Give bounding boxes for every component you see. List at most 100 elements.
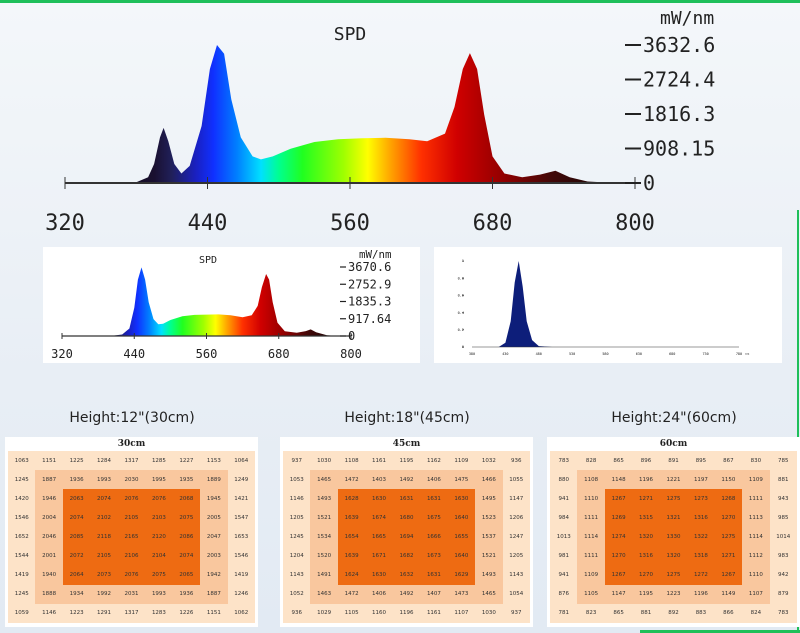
ppfd-cell: 1682	[392, 546, 421, 566]
ppfd-cell: 1149	[714, 584, 743, 604]
ppfd-cell: 1196	[392, 603, 421, 623]
spectrum-area	[472, 261, 739, 347]
ppfd-cell: 1321	[659, 508, 688, 528]
ppfd-cell: 984	[550, 508, 578, 528]
ppfd-cell: 1227	[172, 451, 201, 471]
ppfd-cell: 1225	[62, 451, 91, 471]
ppfd-cell: 881	[632, 603, 660, 623]
ppfd-cell: 1463	[310, 584, 338, 604]
ppfd-cell: 1110	[742, 565, 770, 585]
ppfd-cell: 2068	[172, 489, 201, 509]
y-tick-label: 2724.4	[643, 68, 715, 92]
ppfd-cell: 1247	[502, 527, 530, 547]
ppfd-cell: 1993	[145, 584, 173, 604]
ppfd-cell: 2001	[35, 546, 63, 566]
ppfd-grid-45cm: 45cm 937 1030 1108 1161 1195 1162 1109 1032 936 10…	[280, 437, 533, 627]
ppfd-cell: 1534	[310, 527, 338, 547]
ppfd-cell: 2118	[90, 527, 118, 547]
y-tick-label: 3632.6	[643, 33, 715, 57]
ppfd-cell: 1640	[447, 546, 476, 566]
x-unit-label: nm	[745, 352, 749, 356]
ppfd-cell: 865	[604, 603, 633, 623]
ppfd-cell: 1275	[659, 565, 688, 585]
ppfd-cell: 1520	[310, 546, 338, 566]
ppfd-cell: 942	[769, 565, 797, 585]
ppfd-cell: 1267	[714, 565, 743, 585]
ppfd-cell: 1936	[172, 584, 201, 604]
ppfd-cell: 1108	[577, 470, 605, 490]
ppfd-cell: 1888	[35, 584, 63, 604]
ppfd-cell: 1221	[659, 470, 688, 490]
height-label: Height:12"(30cm)	[69, 410, 195, 426]
ppfd-cell: 1055	[502, 470, 530, 490]
ppfd-cell: 1109	[742, 470, 770, 490]
blue-spectrum-chart: 380 430 480 530 580 630 680 730 780 1 0.8 0.6 0.4 0.2…	[458, 259, 750, 356]
ppfd-cell: 1111	[742, 489, 770, 509]
ppfd-cell: 1206	[502, 508, 530, 528]
ppfd-cell: 1673	[420, 546, 448, 566]
ppfd-cell: 1161	[365, 451, 393, 471]
ppfd-cell: 1630	[365, 489, 393, 509]
ppfd-cell: 1146	[35, 603, 63, 623]
ppfd-cell: 1111	[577, 546, 605, 566]
ppfd-cell: 2075	[172, 508, 201, 528]
x-tick-label: 630	[636, 352, 642, 356]
ppfd-cell: 896	[632, 451, 660, 471]
ppfd-cell: 1147	[604, 584, 633, 604]
ppfd-cell: 1053	[283, 470, 311, 490]
y-tick-label: 0.8	[458, 276, 464, 280]
ppfd-cell: 1143	[502, 565, 530, 585]
x-tick-label: 680	[473, 211, 513, 236]
ppfd-cell: 1421	[227, 489, 255, 509]
ppfd-cell: 1245	[283, 527, 311, 547]
ppfd-cell: 1466	[475, 470, 503, 490]
ppfd-cell: 1113	[742, 508, 770, 528]
ppfd-cell: 943	[769, 489, 797, 509]
ppfd-cell: 1105	[337, 603, 366, 623]
ppfd-cell: 1537	[475, 527, 503, 547]
ppfd-cell: 1245	[8, 470, 36, 490]
ppfd-cell: 2102	[90, 508, 118, 528]
ppfd-cell: 1639	[337, 508, 366, 528]
ppfd-cell: 879	[769, 584, 797, 604]
ppfd-cell: 1492	[392, 584, 421, 604]
ppfd-cell: 1114	[742, 527, 770, 547]
blue-spectrum-panel: 380 430 480 530 580 630 680 730 780 1 0.8 0.6 0.4 0.2…	[434, 247, 782, 363]
ppfd-cell: 1680	[392, 508, 421, 528]
ppfd-cell: 1887	[35, 470, 63, 490]
ppfd-cell: 1270	[604, 546, 633, 566]
ppfd-cell: 981	[550, 546, 578, 566]
ppfd-cell: 1632	[392, 565, 421, 585]
ppfd-cell: 1403	[365, 470, 393, 490]
height-label: Height:18"(45cm)	[344, 410, 470, 426]
ppfd-cell: 1320	[659, 546, 688, 566]
ppfd-cell: 1270	[632, 565, 660, 585]
ppfd-cell: 2106	[117, 546, 146, 566]
ppfd-cell: 1146	[283, 489, 311, 509]
ppfd-cell: 1275	[714, 527, 743, 547]
ppfd-cell: 1272	[687, 565, 715, 585]
ppfd-cell: 1249	[227, 470, 255, 490]
ppfd-cell: 936	[502, 451, 530, 471]
x-tick-label: 560	[196, 347, 218, 361]
y-tick-label: 1835.3	[348, 295, 391, 309]
ppfd-cell: 781	[550, 603, 578, 623]
y-tick-label: 917.64	[348, 312, 391, 326]
ppfd-cell: 1285	[145, 451, 173, 471]
ppfd-cell: 2005	[200, 508, 228, 528]
ppfd-cell: 1052	[283, 584, 311, 604]
ppfd-cell: 783	[769, 603, 797, 623]
ppfd-cell: 1291	[90, 603, 118, 623]
ppfd-cell: 1694	[392, 527, 421, 547]
ppfd-cell: 1472	[337, 584, 366, 604]
ppfd-cell: 1330	[659, 527, 688, 547]
ppfd-cell: 1475	[447, 470, 476, 490]
ppfd-cell: 1064	[227, 451, 255, 471]
ppfd-cell: 1630	[447, 489, 476, 509]
ppfd-cell: 1112	[742, 546, 770, 566]
ppfd-cell: 983	[769, 546, 797, 566]
ppfd-cell: 1654	[337, 527, 366, 547]
ppfd-cell: 1317	[117, 451, 146, 471]
ppfd-cell: 2103	[145, 508, 173, 528]
spd-chart-small: 320 440 560 680 800 3670.6 2752.9 1835.3 917.64 0…	[51, 248, 391, 361]
